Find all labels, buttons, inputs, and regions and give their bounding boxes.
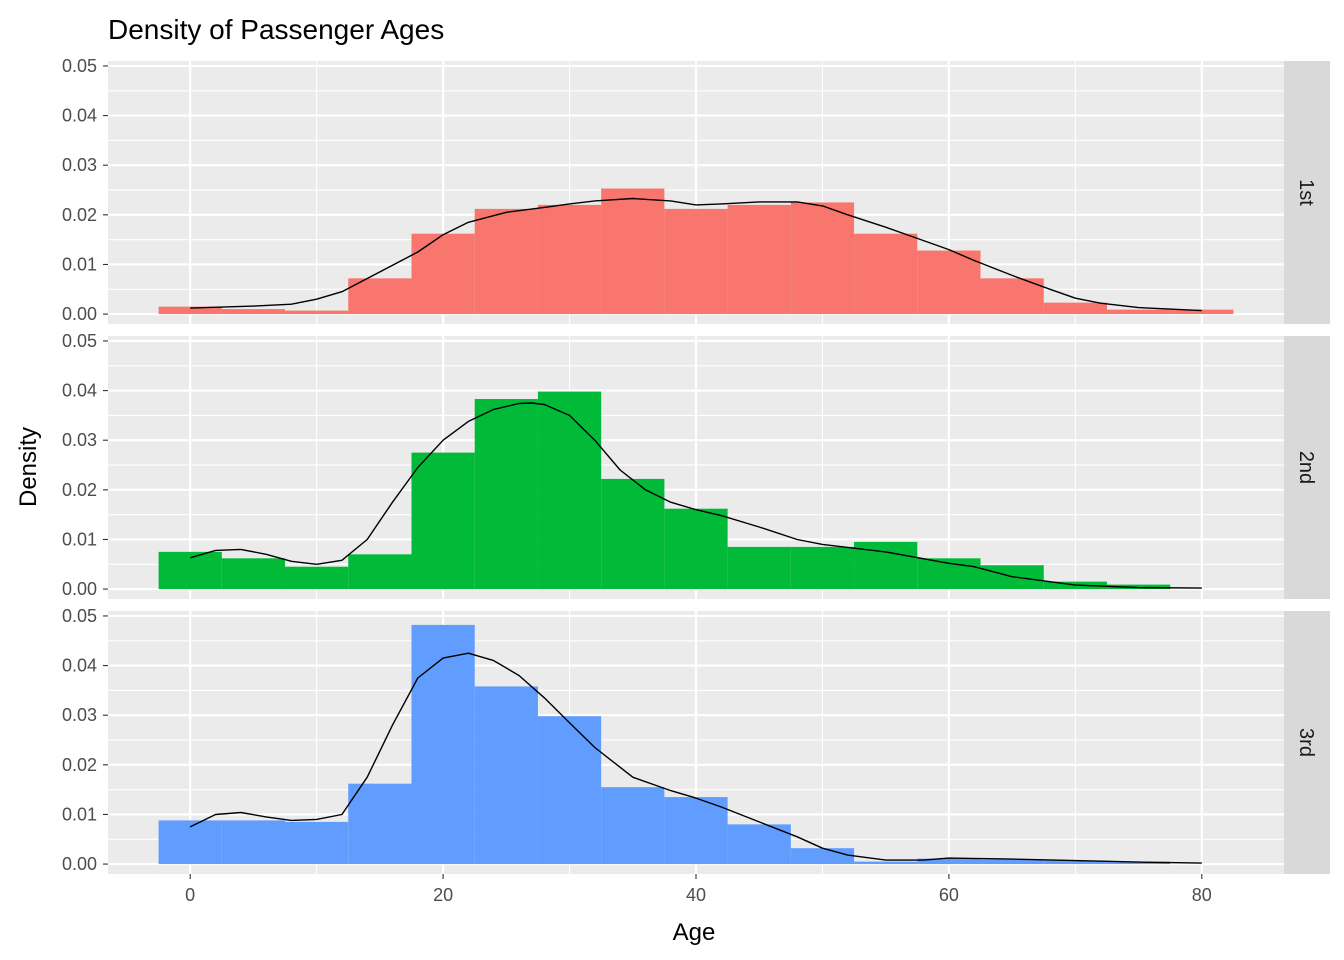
y-tick-label: 0.02 [62,755,97,775]
histogram-bar [411,624,475,865]
histogram-bar [411,452,475,590]
x-tick-label: 60 [939,885,959,905]
histogram-bar [537,716,602,865]
histogram-bar [790,546,855,590]
histogram-bar [1043,302,1107,315]
x-axis: 0 20 40 60 80 [185,874,1212,905]
chart-title: Density of Passenger Ages [108,14,444,45]
histogram-bar [664,208,728,315]
panel-2nd: 0.00 0.01 0.02 0.03 0.04 0.05 2nd [62,331,1330,599]
histogram-bar [727,546,791,590]
facet-strip-label: 2nd [1295,451,1317,484]
y-tick-label: 0.05 [62,331,97,351]
y-tick-label: 0.03 [62,155,97,175]
y-tick-label: 0.03 [62,705,97,725]
histogram-bar [727,824,791,865]
x-tick-label: 20 [433,885,453,905]
histogram-bar [980,278,1044,315]
histogram-bar [1043,860,1107,865]
histogram-bar [348,278,412,315]
histogram-bar [474,208,538,315]
histogram-bar [537,391,602,590]
histogram-bar [158,551,222,590]
histogram-bar [285,566,349,590]
histogram-bar [285,821,349,865]
density-curve [190,402,1202,589]
histogram-bar [664,797,728,865]
y-tick-label: 0.01 [62,804,97,824]
y-tick-label: 0.04 [62,381,97,401]
histogram-bar [348,554,412,590]
histogram-bar [664,508,728,590]
y-tick-label: 0.05 [62,56,97,76]
y-tick-label: 0.01 [62,529,97,549]
histogram-bar [411,233,475,315]
histogram-bar [1106,309,1171,315]
density-curve [190,197,1202,312]
y-tick-label: 0.03 [62,430,97,450]
histogram-bar [601,478,665,590]
histogram-bar [158,820,222,865]
histogram-bar [790,202,855,315]
facet-strip [1284,611,1330,874]
histogram-bar [348,783,412,865]
histogram-bar [474,686,538,865]
facet-strip [1284,61,1330,324]
histogram-bar [790,848,855,865]
y-tick-label: 0.01 [62,254,97,274]
histogram-bar [917,858,981,865]
histogram-bar [221,558,286,590]
panels: 0.000.010.020.030.040.051st0.000.010.020… [62,56,1330,905]
facet-strip-label: 3rd [1295,728,1317,757]
histogram-bar [980,859,1044,865]
x-tick-label: 80 [1192,885,1212,905]
histogram-bar [601,188,665,315]
histogram-bar [917,250,981,315]
histogram-bar [537,204,602,315]
histogram-bar [221,820,286,865]
histogram-bar [285,310,349,315]
y-tick-label: 0.04 [62,106,97,126]
y-tick-label: 0.00 [62,854,97,874]
panel-1st: 0.00 0.01 0.02 0.03 0.04 0.05 1st [62,56,1330,324]
histogram-bar [474,399,538,590]
x-tick-label: 40 [686,885,706,905]
histogram-bar [1106,861,1171,865]
density-curve [189,652,1202,864]
facet-strip-label: 1st [1295,179,1317,206]
y-tick-label: 0.02 [62,480,97,500]
y-tick-label: 0.00 [62,304,97,324]
histogram-bar [221,309,286,315]
y-tick-label: 0.04 [62,656,97,676]
x-axis-title: Age [673,919,716,946]
x-tick-label: 0 [185,885,195,905]
histogram-bar [158,306,222,315]
facet-strip [1284,336,1330,599]
y-axis-title: Density [15,427,42,507]
histogram-bar [854,861,918,865]
y-tick-label: 0.02 [62,205,97,225]
histogram-bar [1170,309,1234,315]
y-tick-label: 0.00 [62,579,97,599]
y-tick-label: 0.05 [62,606,97,626]
histogram-bar [1106,584,1171,590]
panel-3rd: 0.00 0.01 0.02 0.03 0.04 0.05 3rd [62,606,1330,874]
histogram-bar [601,787,665,865]
histogram-bar [727,204,791,315]
histogram-bar [854,233,918,315]
